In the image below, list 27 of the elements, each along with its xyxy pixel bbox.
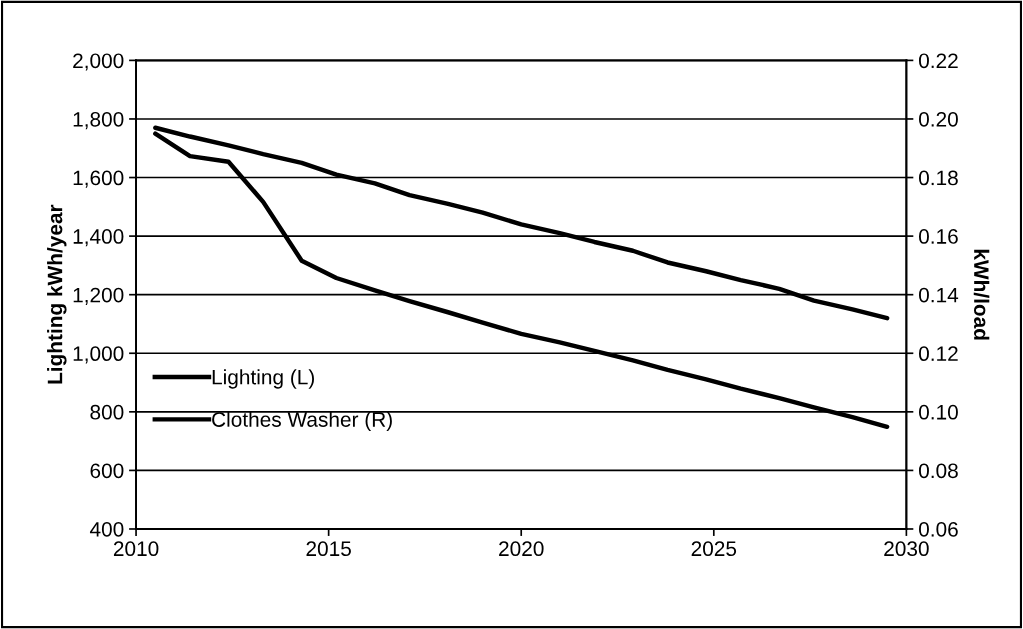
y2-tick-label: 0.16 [919,229,958,244]
y2-tick-label: 0.22 [919,53,958,69]
y-axis-title: Lighting kWh/year [47,204,67,384]
x-tick-label: 2015 [306,541,351,557]
y2-tick-label: 0.20 [919,111,958,127]
y2-tick-label: 0.08 [919,463,958,479]
x-tick-label: 2020 [499,541,544,557]
y2-tick-label: 0.14 [919,287,959,303]
y-tick-label: 600 [90,463,124,479]
x-tick-label: 2025 [691,541,737,557]
y-tick-label: 1,000 [73,346,124,364]
y-tick-label: 2,000 [73,53,124,71]
y-tick-label: 800 [90,404,124,420]
y2-tick-label: 0.18 [919,170,958,186]
y-tick-label: 1,800 [73,111,124,130]
y-tick-label: 1,600 [73,170,124,188]
y2-tick-label: 0.10 [919,404,958,420]
x-tick-label: 2010 [113,541,159,557]
y2-axis-title: kWh/load [973,249,990,340]
legend-label: Lighting (L) [212,369,314,389]
y-tick-label: 1,200 [73,287,124,305]
y2-tick-label: 0.12 [919,346,958,362]
x-tick-label: 2030 [884,541,929,557]
y-tick-label: 400 [89,521,124,537]
y2-tick-label: 0.06 [919,521,958,537]
legend-label: Clothes Washer (R) [212,411,392,431]
y-tick-label: 1,400 [73,229,124,247]
